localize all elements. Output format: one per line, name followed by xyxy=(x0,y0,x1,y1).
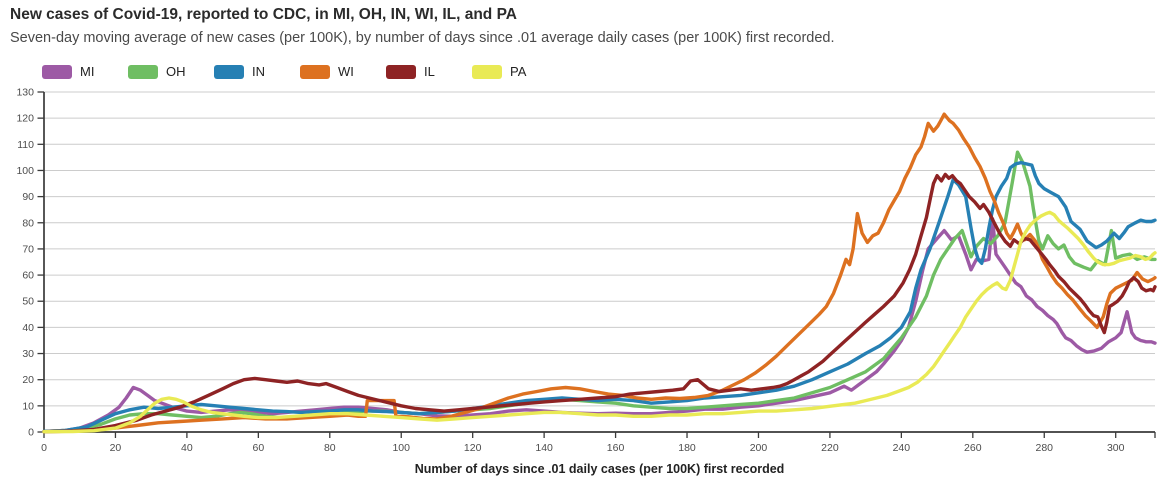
legend-item-in: IN xyxy=(214,64,300,79)
ytick-label-90: 90 xyxy=(22,191,34,203)
ytick-label-130: 130 xyxy=(16,87,34,99)
tick-labels: 0 10 20 30 40 50 60 70 80 90 100 110 120 130 0 20 40 60 80… xyxy=(16,87,1124,455)
series-line-il xyxy=(42,172,1157,434)
series-lines xyxy=(42,112,1157,434)
xtick-label-60: 60 xyxy=(252,442,264,454)
axis-lines xyxy=(43,92,1155,433)
ytick-label-30: 30 xyxy=(22,348,34,360)
ytick-label-40: 40 xyxy=(22,322,34,334)
series-line-oh xyxy=(42,150,1157,434)
xtick-label-0: 0 xyxy=(41,442,47,454)
ytick-label-110: 110 xyxy=(17,139,34,151)
xtick-label-100: 100 xyxy=(392,442,410,454)
xtick-label-140: 140 xyxy=(535,442,553,454)
legend-item-il: IL xyxy=(386,64,472,79)
series-line-wi xyxy=(42,112,1157,434)
xtick-label-20: 20 xyxy=(110,442,122,454)
xtick-label-200: 200 xyxy=(750,442,768,454)
legend-label-mi: MI xyxy=(80,64,95,79)
x-axis-title: Number of days since .01 daily cases (pe… xyxy=(414,462,785,476)
ytick-label-60: 60 xyxy=(22,270,34,282)
ytick-label-20: 20 xyxy=(22,374,34,386)
tick-marks xyxy=(37,91,1156,438)
xtick-label-300: 300 xyxy=(1107,442,1125,454)
legend-item-pa: PA xyxy=(472,64,558,79)
legend-label-in: IN xyxy=(252,64,265,79)
series-line-mi xyxy=(42,217,1157,434)
legend-swatch-oh xyxy=(128,64,158,79)
legend-label-wi: WI xyxy=(338,64,354,79)
series-line-in xyxy=(42,160,1157,434)
series-line-pa xyxy=(42,210,1157,434)
xtick-label-80: 80 xyxy=(324,442,336,454)
page-title: New cases of Covid-19, reported to CDC, … xyxy=(10,6,517,23)
ytick-label-50: 50 xyxy=(22,296,34,308)
ytick-label-80: 80 xyxy=(22,217,34,229)
xtick-label-120: 120 xyxy=(464,442,482,454)
chart-legend: MI OH IN WI IL PA xyxy=(42,64,558,79)
xtick-label-240: 240 xyxy=(893,442,911,454)
legend-swatch-wi xyxy=(300,64,330,79)
xtick-label-280: 280 xyxy=(1035,442,1053,454)
page-subtitle: Seven-day moving average of new cases (p… xyxy=(10,30,835,46)
legend-swatch-pa xyxy=(472,64,502,79)
legend-swatch-mi xyxy=(42,64,72,79)
xtick-label-180: 180 xyxy=(678,442,696,454)
xtick-label-40: 40 xyxy=(181,442,193,454)
ytick-label-0: 0 xyxy=(28,427,34,439)
axes xyxy=(43,92,1155,433)
ytick-label-100: 100 xyxy=(16,165,34,177)
legend-item-mi: MI xyxy=(42,64,128,79)
legend-label-oh: OH xyxy=(166,64,186,79)
ytick-label-70: 70 xyxy=(22,243,34,255)
legend-swatch-in xyxy=(214,64,244,79)
legend-item-wi: WI xyxy=(300,64,386,79)
legend-label-pa: PA xyxy=(510,64,527,79)
ytick-label-10: 10 xyxy=(22,400,34,412)
legend-label-il: IL xyxy=(424,64,435,79)
xtick-label-160: 160 xyxy=(607,442,625,454)
legend-swatch-il xyxy=(386,64,416,79)
xtick-label-260: 260 xyxy=(964,442,982,454)
ytick-label-120: 120 xyxy=(16,113,34,125)
legend-item-oh: OH xyxy=(128,64,214,79)
xtick-label-220: 220 xyxy=(821,442,839,454)
